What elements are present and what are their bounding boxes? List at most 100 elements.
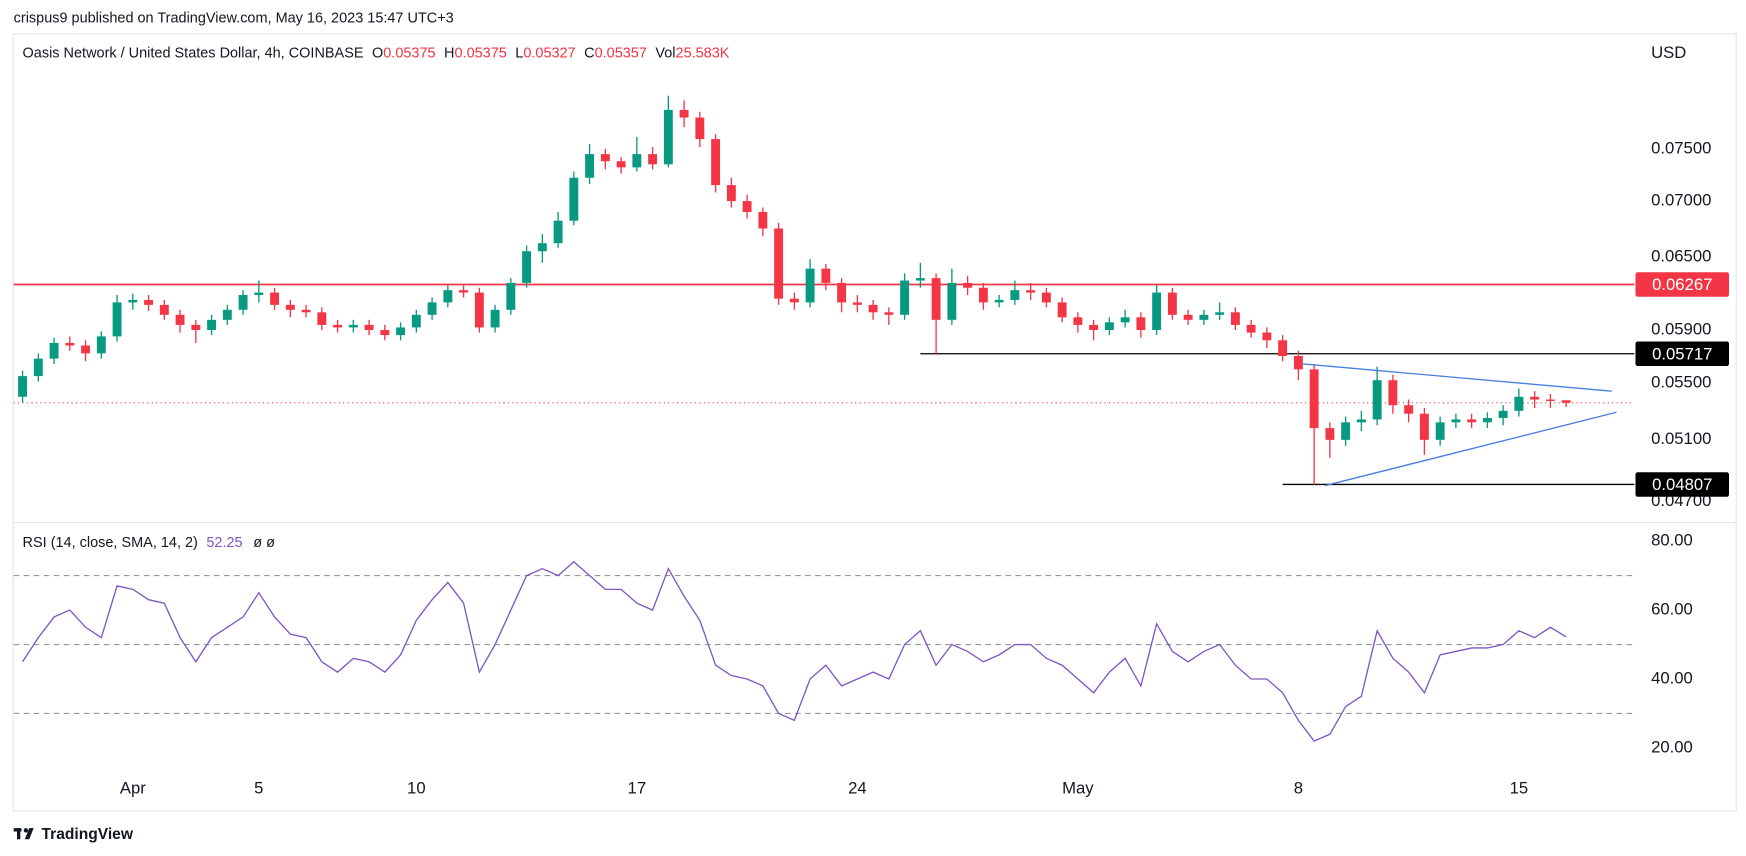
candle-body xyxy=(1325,428,1335,440)
candle-body xyxy=(569,177,579,221)
candle-body xyxy=(679,109,689,118)
level-label: 0.06267 xyxy=(1652,275,1712,294)
candle-body xyxy=(522,251,532,283)
candle-body xyxy=(1451,419,1461,423)
candle-body xyxy=(1089,324,1099,330)
y-tick-label: 0.07500 xyxy=(1651,138,1711,157)
candle-body xyxy=(396,327,406,336)
candle-body xyxy=(285,304,295,310)
candle-body xyxy=(33,358,43,377)
candle-body xyxy=(978,287,988,303)
x-tick-label: Apr xyxy=(120,779,146,798)
candle-body xyxy=(632,154,642,168)
candle-body xyxy=(459,290,469,293)
candle-body xyxy=(1199,314,1209,320)
candle-body xyxy=(1545,399,1555,401)
candle-body xyxy=(159,304,169,315)
candle-body xyxy=(1278,340,1288,356)
candle-body xyxy=(1041,292,1051,303)
h-value: 0.05375 xyxy=(455,45,507,61)
vol-label: Vol xyxy=(655,45,675,61)
candle-body xyxy=(18,376,28,397)
candle-body xyxy=(348,324,358,328)
candle-body xyxy=(443,290,453,303)
logo-part xyxy=(24,828,34,840)
candle-body xyxy=(1152,292,1162,330)
rsi-line xyxy=(22,560,1567,742)
legend: Oasis Network / United States Dollar, 4h… xyxy=(23,45,730,61)
candle-body xyxy=(585,154,595,178)
candle-body xyxy=(1561,400,1571,403)
trendline xyxy=(1324,411,1617,487)
x-tick-label: 24 xyxy=(848,779,867,798)
y-tick-label: 20.00 xyxy=(1651,737,1693,756)
candle-body xyxy=(1246,324,1256,333)
l-label: L xyxy=(515,45,523,61)
x-tick-label: 8 xyxy=(1294,779,1303,798)
candle-body xyxy=(726,185,736,202)
level-label: 0.05717 xyxy=(1652,344,1712,363)
candle-body xyxy=(1341,422,1351,440)
candle-body xyxy=(947,282,957,320)
candle-body xyxy=(616,161,626,168)
candle-body xyxy=(1419,413,1429,440)
candle-body xyxy=(474,292,484,328)
x-tick-label: 15 xyxy=(1510,779,1529,798)
candle-body xyxy=(1230,312,1240,325)
y-tick-label: 80.00 xyxy=(1651,531,1693,550)
candle-body xyxy=(128,299,138,303)
candle-body xyxy=(1309,369,1319,429)
x-tick-label: 5 xyxy=(254,779,263,798)
candle-body xyxy=(648,154,658,165)
candle-body xyxy=(1388,380,1398,406)
candle-body xyxy=(1372,380,1382,420)
o-value: 0.05375 xyxy=(383,45,435,61)
level-label-box xyxy=(1635,272,1729,297)
y-tick-label: 0.05500 xyxy=(1651,372,1711,391)
candle-body xyxy=(1435,422,1445,440)
candle-body xyxy=(789,298,799,303)
candle-body xyxy=(1073,317,1083,325)
candle-body xyxy=(931,278,941,320)
candle-body xyxy=(1026,290,1036,293)
chart-frame xyxy=(12,33,1737,812)
candle-body xyxy=(1183,314,1193,320)
candle-body xyxy=(1057,302,1067,318)
y-tick-label: 60.00 xyxy=(1651,599,1693,618)
candle-body xyxy=(600,154,610,162)
candle-body xyxy=(711,139,721,186)
candle-body xyxy=(144,299,154,305)
x-tick-label: May xyxy=(1062,779,1094,798)
candle-body xyxy=(852,302,862,305)
candle-body xyxy=(805,268,815,303)
candle-body xyxy=(868,304,878,313)
candle-body xyxy=(1262,332,1272,341)
candle-body xyxy=(1010,290,1020,300)
y-tick-label: 0.07000 xyxy=(1651,190,1711,209)
candle-body xyxy=(411,314,421,328)
symbol: Oasis Network / United States Dollar, 4h… xyxy=(23,45,364,61)
candle-body xyxy=(490,309,500,328)
candle-body xyxy=(301,309,311,313)
candle-body xyxy=(994,299,1004,303)
rsi-legend: RSI (14, close, SMA, 14, 2) 52.25 ø ø xyxy=(23,535,276,551)
candle-body xyxy=(695,117,705,140)
rsi-title: RSI (14, close, SMA, 14, 2) xyxy=(23,535,198,551)
candle-body xyxy=(742,201,752,212)
level-label-box xyxy=(1635,341,1729,366)
candle-body xyxy=(427,302,437,315)
candle-body xyxy=(1530,396,1540,400)
publisher: crispus9 published on TradingView.com, M… xyxy=(14,11,454,27)
candle-body xyxy=(380,329,390,336)
candle-body xyxy=(96,336,106,354)
candle-body xyxy=(1467,419,1477,423)
candle-body xyxy=(1215,312,1225,315)
candle-body xyxy=(270,292,280,305)
candle-body xyxy=(884,312,894,315)
candle-body xyxy=(1482,418,1492,423)
candle-body xyxy=(1514,396,1524,411)
candle-body xyxy=(364,324,374,330)
c-label: C xyxy=(584,45,594,61)
rsi-extra: ø ø xyxy=(253,535,275,551)
